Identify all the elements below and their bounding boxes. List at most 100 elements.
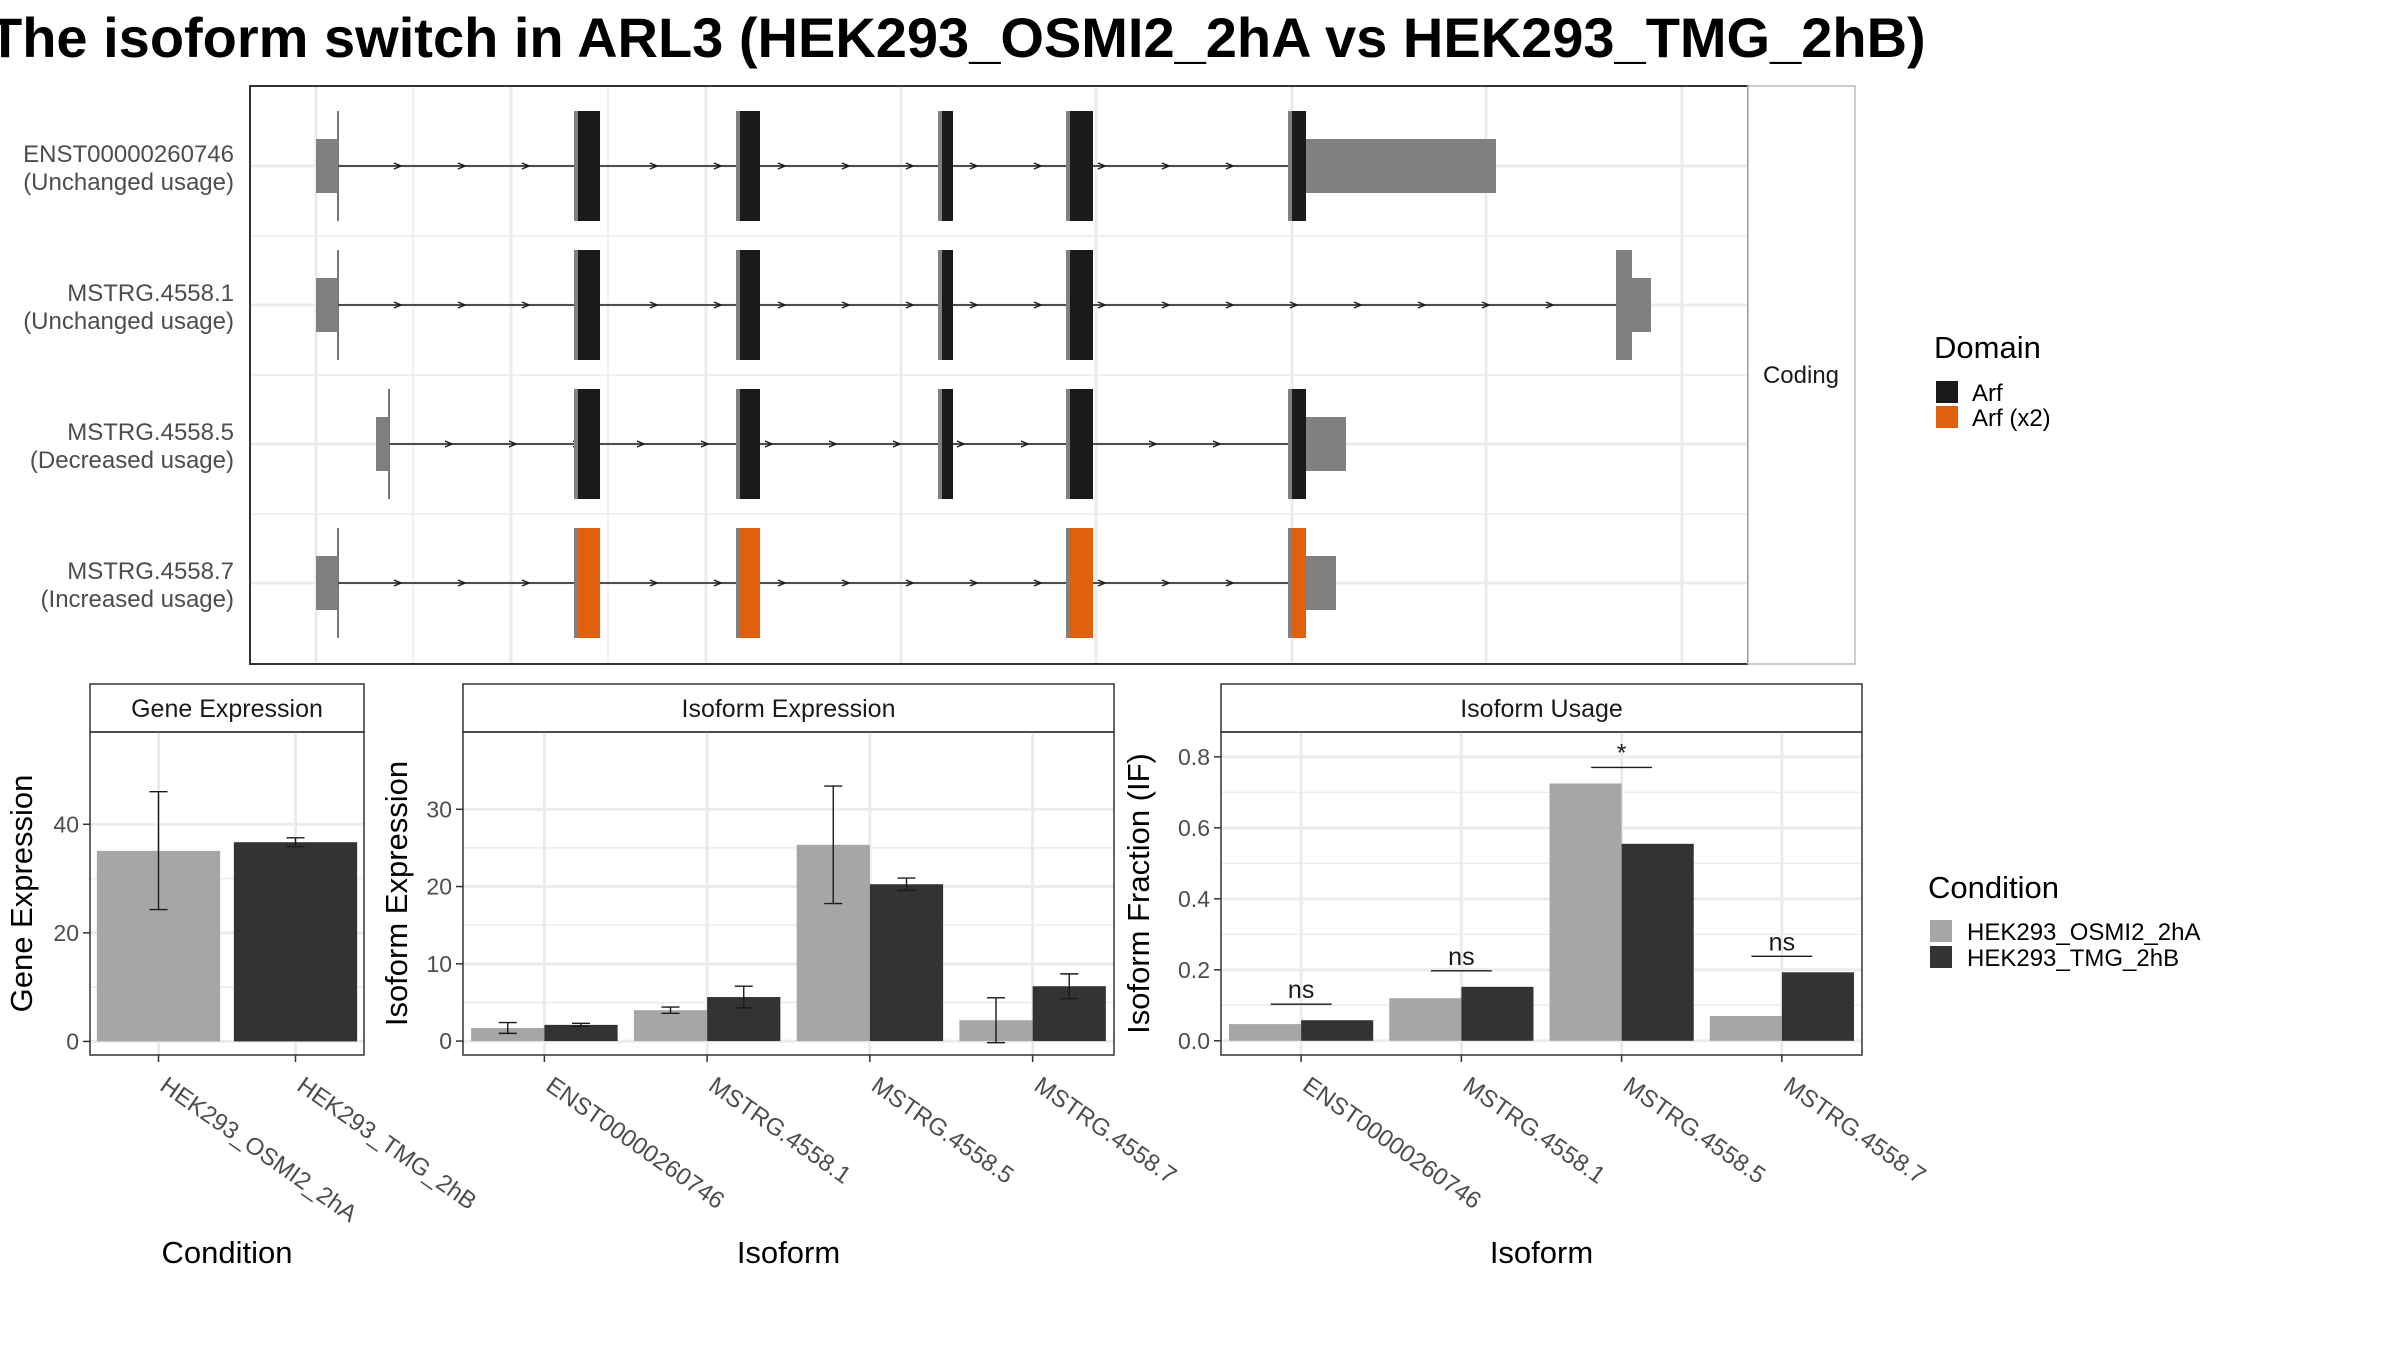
- exon-edge: [1288, 528, 1292, 638]
- y-axis-label: Gene Expression: [4, 775, 39, 1013]
- strand-arrow-icon: [1020, 440, 1030, 448]
- significance-label: *: [1617, 739, 1627, 767]
- strand-arrow-icon: [444, 440, 454, 448]
- strand-arrow-icon: [828, 440, 838, 448]
- strand-arrow-icon: [1417, 301, 1427, 309]
- utr3-exon: [1632, 278, 1651, 332]
- strand-arrow-icon: [1148, 440, 1158, 448]
- x-tick-label: MSTRG.4558.1: [1458, 1072, 1610, 1190]
- bar: [544, 1024, 618, 1042]
- x-axis-label: Isoform: [1490, 1235, 1593, 1270]
- transcript-usage-label: (Decreased usage): [30, 447, 234, 474]
- legend-label: HEK293_OSMI2_2hA: [1967, 919, 2200, 946]
- panel-strip: [462, 683, 1115, 733]
- strand-arrow-icon: [393, 301, 403, 309]
- strand-arrow-icon: [841, 579, 851, 587]
- x-tick-label: MSTRG.4558.5: [866, 1072, 1018, 1190]
- exon-edge: [1066, 528, 1070, 638]
- domain-legend-title: Domain: [1934, 330, 2041, 365]
- strand-arrow-icon: [1161, 301, 1171, 309]
- transcript-usage-label: (Unchanged usage): [23, 169, 234, 196]
- strand-arrow-icon: [1097, 301, 1107, 309]
- exon-edge: [736, 389, 740, 499]
- bar: [1549, 783, 1622, 1041]
- x-tick-label: MSTRG.4558.5: [1618, 1072, 1770, 1190]
- legend-swatch: [1930, 920, 1952, 942]
- x-axis-label: Isoform: [737, 1235, 840, 1270]
- strand-arrow-icon: [649, 579, 659, 587]
- transcript-id-label: MSTRG.4558.7: [67, 558, 234, 585]
- exon-edge: [574, 250, 578, 360]
- strand-arrow-icon: [1225, 162, 1235, 170]
- utr5-exon: [316, 139, 338, 193]
- y-tick-label: 40: [53, 811, 79, 837]
- legend-swatch: [1936, 381, 1958, 403]
- panel-border: [1220, 731, 1863, 1056]
- strand-arrow-icon: [1161, 579, 1171, 587]
- strand-arrow-icon: [457, 162, 467, 170]
- utr5-exon: [316, 556, 338, 610]
- figure-title: The isoform switch in ARL3 (HEK293_OSMI2…: [0, 6, 1926, 69]
- transcript-usage-label: (Unchanged usage): [23, 308, 234, 335]
- y-axis-label: Isoform Expression: [379, 761, 414, 1026]
- exon-edge: [736, 111, 740, 221]
- exon-edge: [574, 528, 578, 638]
- strand-arrow-icon: [636, 440, 646, 448]
- strand-arrow-icon: [969, 162, 979, 170]
- utr3-exon: [1616, 250, 1632, 360]
- exon-edge: [938, 389, 942, 499]
- cds-exon: [1068, 111, 1093, 221]
- bar: [633, 1010, 708, 1042]
- legend-label: HEK293_TMG_2hB: [1967, 945, 2179, 972]
- cds-exon: [738, 250, 760, 360]
- strand-arrow-icon: [777, 579, 787, 587]
- bar: [1621, 843, 1694, 1041]
- strand-arrow-icon: [1212, 440, 1222, 448]
- bar: [1461, 986, 1534, 1041]
- panel-strip-title: Isoform Expression: [682, 695, 896, 723]
- cds-exon: [1290, 389, 1306, 499]
- y-tick-label: 0: [66, 1028, 79, 1054]
- strand-arrow-icon: [1225, 301, 1235, 309]
- strand-arrow-icon: [713, 301, 723, 309]
- transcript-usage-label: (Increased usage): [41, 586, 234, 613]
- bar: [1301, 1020, 1374, 1041]
- bar: [233, 842, 358, 1042]
- cds-exon: [940, 111, 953, 221]
- strand-arrow-icon: [777, 301, 787, 309]
- legend-swatch: [1930, 946, 1952, 968]
- strand-arrow-icon: [713, 162, 723, 170]
- facet-strip-label: Coding: [1763, 362, 1839, 389]
- bar: [1229, 1024, 1302, 1041]
- y-tick-label: 0.6: [1178, 815, 1210, 841]
- strand-arrow-icon: [1481, 301, 1491, 309]
- isoform-structure-panel: ENST00000260746(Unchanged usage)MSTRG.45…: [23, 85, 1856, 665]
- cds-exon: [738, 389, 760, 499]
- panel-strip-title: Gene Expression: [131, 695, 323, 723]
- transcript-id-label: ENST00000260746: [23, 141, 234, 168]
- y-tick-label: 30: [426, 796, 452, 822]
- transcript-id-label: MSTRG.4558.5: [67, 419, 234, 446]
- y-axis-label: Isoform Fraction (IF): [1121, 753, 1156, 1034]
- utr3-exon: [1306, 417, 1346, 471]
- y-tick-label: 10: [426, 951, 452, 977]
- panel-border: [89, 731, 365, 1056]
- strand-arrow-icon: [457, 579, 467, 587]
- strand-arrow-icon: [521, 301, 531, 309]
- strand-arrow-icon: [956, 440, 966, 448]
- exon-edge: [1288, 389, 1292, 499]
- utr3-exon: [1306, 556, 1336, 610]
- y-tick-label: 0.4: [1178, 886, 1210, 912]
- significance-label: ns: [1769, 928, 1795, 956]
- strand-arrow-icon: [1225, 579, 1235, 587]
- utr3-exon: [1306, 139, 1496, 193]
- strand-arrow-icon: [1033, 579, 1043, 587]
- y-tick-label: 0: [439, 1028, 452, 1054]
- strand-arrow-icon: [393, 579, 403, 587]
- utr5-exon: [316, 278, 338, 332]
- strand-arrow-icon: [1289, 301, 1299, 309]
- condition-legend-title: Condition: [1928, 870, 2059, 905]
- strand-arrow-icon: [521, 162, 531, 170]
- bar: [1389, 998, 1462, 1041]
- strand-arrow-icon: [905, 579, 915, 587]
